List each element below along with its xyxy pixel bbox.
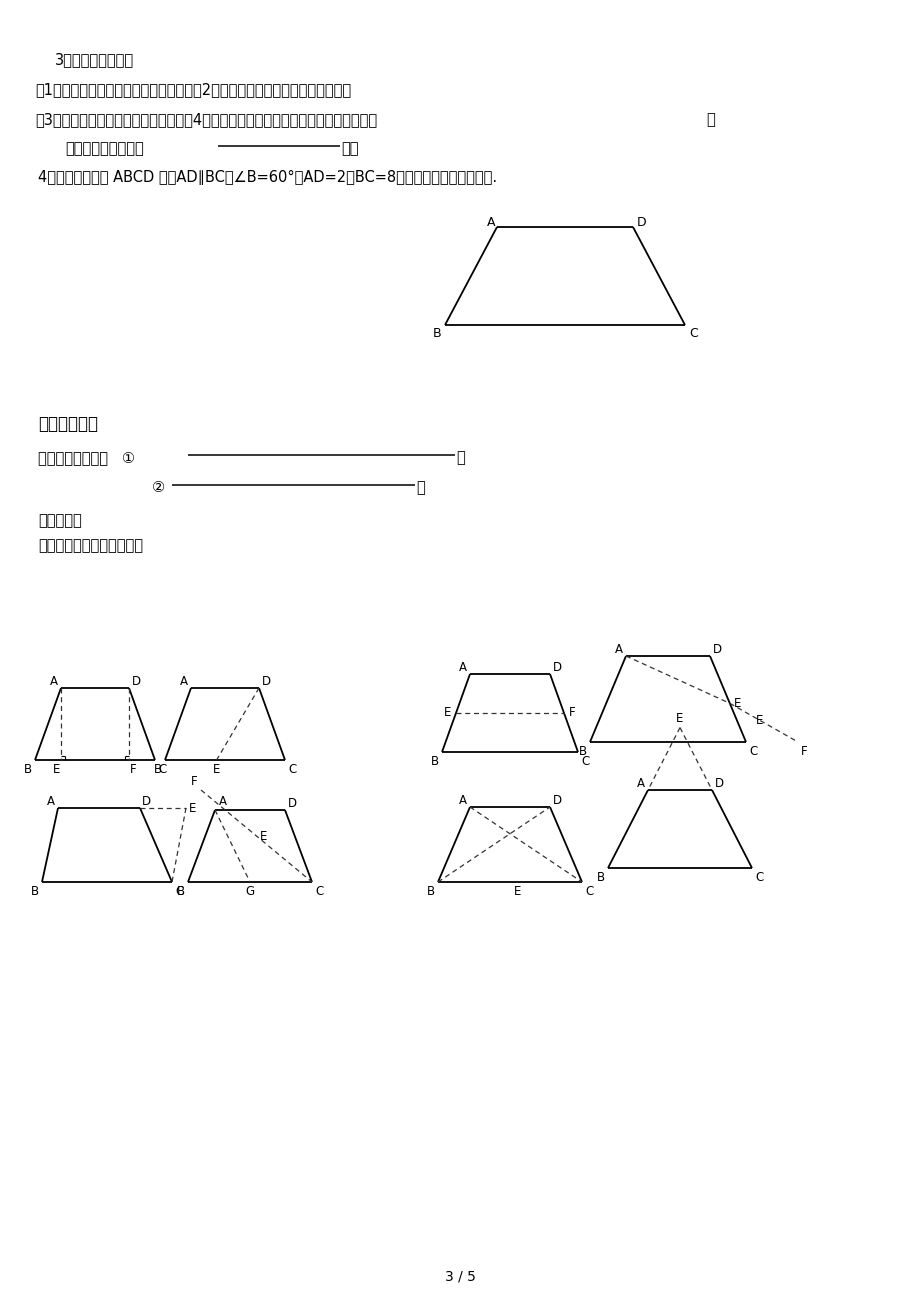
- Text: E: E: [755, 713, 763, 727]
- Text: B: B: [432, 327, 440, 340]
- Text: D: D: [714, 777, 723, 790]
- Text: B: B: [578, 745, 586, 758]
- Text: （梯形辅助线的常规添法）: （梯形辅助线的常规添法）: [38, 538, 142, 553]
- Text: C: C: [754, 871, 763, 884]
- Text: 五、课堂小结: 五、课堂小结: [38, 415, 98, 434]
- Text: D: D: [142, 796, 151, 809]
- Text: D: D: [262, 674, 271, 687]
- Text: 。: 。: [456, 450, 464, 465]
- Text: 4、已知等腼梯形 ABCD 中，AD∥BC，∠B=60°，AD=2，BC=8，求这个等腼梯形的周长.: 4、已知等腼梯形 ABCD 中，AD∥BC，∠B=60°，AD=2，BC=8，求…: [38, 171, 496, 185]
- Text: D: D: [712, 643, 721, 656]
- Text: B: B: [596, 871, 605, 884]
- Text: ②: ②: [152, 480, 165, 495]
- Text: B: B: [153, 763, 162, 776]
- Text: A: A: [486, 216, 494, 229]
- Text: C: C: [175, 885, 183, 898]
- Text: E: E: [52, 763, 60, 776]
- Text: A: A: [50, 674, 58, 687]
- Text: 3、给出下面命题：: 3、给出下面命题：: [55, 52, 134, 66]
- Text: G: G: [245, 885, 255, 898]
- Text: 等腼梯形的判定：   ①: 等腼梯形的判定： ①: [38, 450, 135, 465]
- Text: 个。: 个。: [341, 141, 358, 156]
- Text: D: D: [636, 216, 646, 229]
- Text: 3 / 5: 3 / 5: [444, 1269, 475, 1284]
- Text: C: C: [288, 763, 296, 776]
- Text: B: B: [24, 763, 32, 776]
- Text: E: E: [188, 802, 196, 815]
- Text: D: D: [131, 674, 141, 687]
- Text: A: A: [459, 661, 467, 674]
- Text: D: D: [552, 661, 562, 674]
- Text: C: C: [688, 327, 697, 340]
- Text: C: C: [581, 755, 588, 768]
- Text: B: B: [31, 885, 39, 898]
- Text: 课后思考：: 课后思考：: [38, 513, 82, 529]
- Text: F: F: [130, 763, 137, 776]
- Text: B: B: [430, 755, 438, 768]
- Text: E: E: [675, 712, 683, 725]
- Text: D: D: [288, 797, 297, 810]
- Text: A: A: [459, 794, 467, 807]
- Text: E: E: [514, 885, 521, 898]
- Text: C: C: [584, 885, 593, 898]
- Text: A: A: [636, 777, 644, 790]
- Text: （1）有两个角相等的梯形是等腼梯形；（2）有两条边相等的梯形是等腼梯形；: （1）有两个角相等的梯形是等腼梯形；（2）有两条边相等的梯形是等腼梯形；: [35, 82, 351, 98]
- Text: E: E: [733, 697, 741, 710]
- Text: F: F: [568, 707, 575, 720]
- Text: A: A: [180, 674, 187, 687]
- Text: A: A: [47, 796, 55, 809]
- Text: A: A: [614, 643, 622, 656]
- Text: A: A: [219, 796, 227, 809]
- Text: C: C: [748, 745, 756, 758]
- Text: E: E: [259, 829, 267, 842]
- Text: （3）对角线相等的梯形是等腼梯形；（4）等腼梯形上、下底中点的连线垂直于底边。: （3）对角线相等的梯形是等腼梯形；（4）等腼梯形上、下底中点的连线垂直于底边。: [35, 112, 377, 128]
- Text: B: B: [176, 885, 185, 898]
- Text: E: E: [212, 763, 220, 776]
- Text: E: E: [443, 707, 450, 720]
- Text: 。: 。: [705, 112, 714, 128]
- Text: C: C: [314, 885, 323, 898]
- Text: F: F: [191, 775, 198, 788]
- Text: F: F: [800, 745, 807, 758]
- Text: B: B: [426, 885, 435, 898]
- Text: 。: 。: [415, 480, 425, 495]
- Text: 其中正确的命题共有: 其中正确的命题共有: [65, 141, 143, 156]
- Text: D: D: [552, 794, 562, 807]
- Text: C: C: [158, 763, 166, 776]
